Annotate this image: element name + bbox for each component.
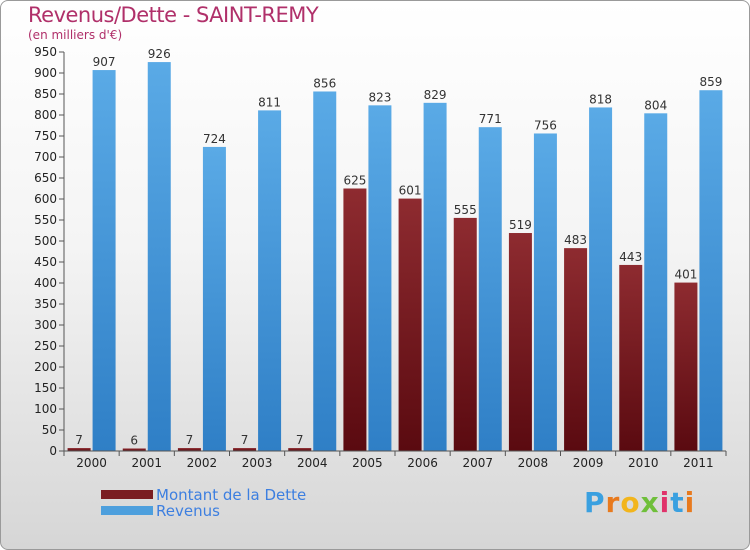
value-label-dette: 7	[241, 433, 249, 447]
bar-dette	[564, 248, 588, 451]
logo-letter: i	[659, 486, 671, 519]
logo-letter: x	[640, 486, 660, 519]
x-tick-label: 2007	[462, 456, 493, 470]
x-tick-label: 2001	[131, 456, 162, 470]
y-tick-label: 250	[34, 339, 57, 353]
y-tick-label: 600	[34, 192, 57, 206]
value-label-dette: 7	[296, 433, 304, 447]
value-label-revenus: 823	[368, 90, 391, 104]
value-label-dette: 519	[509, 218, 532, 232]
y-tick-label: 850	[34, 87, 57, 101]
value-label-revenus: 771	[479, 112, 502, 126]
y-tick-label: 150	[34, 381, 57, 395]
bar-dette	[674, 282, 698, 451]
value-label-dette: 601	[399, 184, 422, 198]
value-label-dette: 443	[619, 250, 642, 264]
value-label-revenus: 756	[534, 118, 557, 132]
y-tick-label: 350	[34, 297, 57, 311]
bar-dette	[508, 233, 532, 451]
value-label-revenus: 829	[424, 88, 447, 102]
value-label-revenus: 724	[203, 132, 226, 146]
x-tick-label: 2004	[297, 456, 328, 470]
x-tick-label: 2006	[407, 456, 438, 470]
chart-subtitle: (en milliers d'€)	[28, 28, 123, 42]
logo-letter: o	[620, 486, 641, 519]
value-label-dette: 7	[75, 433, 83, 447]
bar-revenus	[478, 127, 502, 452]
y-tick-label: 200	[34, 360, 57, 374]
chart-title: Revenus/Dette - SAINT-REMY	[28, 3, 319, 27]
bar-dette	[343, 188, 367, 451]
legend-label-revenus: Revenus	[156, 502, 220, 520]
bar-dette	[453, 217, 477, 451]
x-tick-label: 2002	[187, 456, 218, 470]
bar-revenus	[147, 62, 171, 451]
value-label-revenus: 811	[258, 95, 281, 109]
bar-revenus	[589, 107, 613, 451]
y-tick-label: 300	[34, 318, 57, 332]
x-tick-label: 2009	[573, 456, 604, 470]
x-tick-label: 2000	[76, 456, 107, 470]
y-tick-label: 950	[34, 45, 57, 59]
bar-dette	[233, 448, 257, 451]
legend-label-dette: Montant de la Dette	[156, 486, 307, 504]
bar-revenus	[202, 146, 226, 452]
y-tick-label: 100	[34, 402, 57, 416]
y-tick-label: 450	[34, 255, 57, 269]
bar-dette	[177, 448, 201, 451]
legend-swatch-revenus	[101, 506, 153, 515]
value-label-revenus: 818	[589, 92, 612, 106]
bar-dette	[67, 448, 91, 451]
bar-revenus	[644, 113, 668, 451]
logo-letter: i	[684, 486, 696, 519]
value-label-dette: 7	[186, 433, 194, 447]
bar-revenus	[92, 70, 116, 451]
value-label-revenus: 804	[644, 98, 667, 112]
bar-dette	[288, 448, 312, 451]
bar-revenus	[258, 110, 282, 451]
value-label-dette: 555	[454, 203, 477, 217]
y-tick-label: 700	[34, 150, 57, 164]
legend-swatch-dette	[101, 490, 153, 499]
value-label-dette: 625	[343, 174, 366, 188]
bar-revenus	[699, 90, 723, 451]
y-tick-label: 900	[34, 66, 57, 80]
bar-dette	[619, 264, 643, 451]
y-tick-label: 50	[42, 423, 57, 437]
y-tick-label: 550	[34, 213, 57, 227]
y-tick-label: 750	[34, 129, 57, 143]
value-label-dette: 6	[130, 433, 138, 447]
x-tick-label: 2008	[518, 456, 549, 470]
bar-revenus	[423, 102, 447, 451]
value-label-dette: 483	[564, 233, 587, 247]
bar-revenus	[313, 91, 337, 451]
x-tick-label: 2011	[683, 456, 714, 470]
bar-revenus	[368, 105, 392, 451]
value-label-revenus: 907	[93, 55, 116, 69]
proxiti-logo: Proxiti	[584, 486, 695, 519]
value-label-revenus: 859	[699, 75, 722, 89]
x-tick-label: 2005	[352, 456, 383, 470]
bar-revenus	[533, 133, 557, 452]
bar-dette	[122, 448, 146, 451]
x-tick-label: 2010	[628, 456, 659, 470]
y-tick-label: 0	[49, 444, 57, 458]
logo-letter: t	[670, 486, 685, 519]
y-tick-label: 650	[34, 171, 57, 185]
bar-dette	[398, 198, 422, 451]
x-tick-label: 2003	[242, 456, 273, 470]
y-tick-label: 800	[34, 108, 57, 122]
value-label-revenus: 856	[313, 76, 336, 90]
y-tick-label: 500	[34, 234, 57, 248]
value-label-revenus: 926	[148, 47, 171, 61]
y-tick-label: 400	[34, 276, 57, 290]
value-label-dette: 401	[674, 268, 697, 282]
logo-letter: P	[584, 486, 606, 519]
logo-letter: r	[605, 486, 621, 519]
